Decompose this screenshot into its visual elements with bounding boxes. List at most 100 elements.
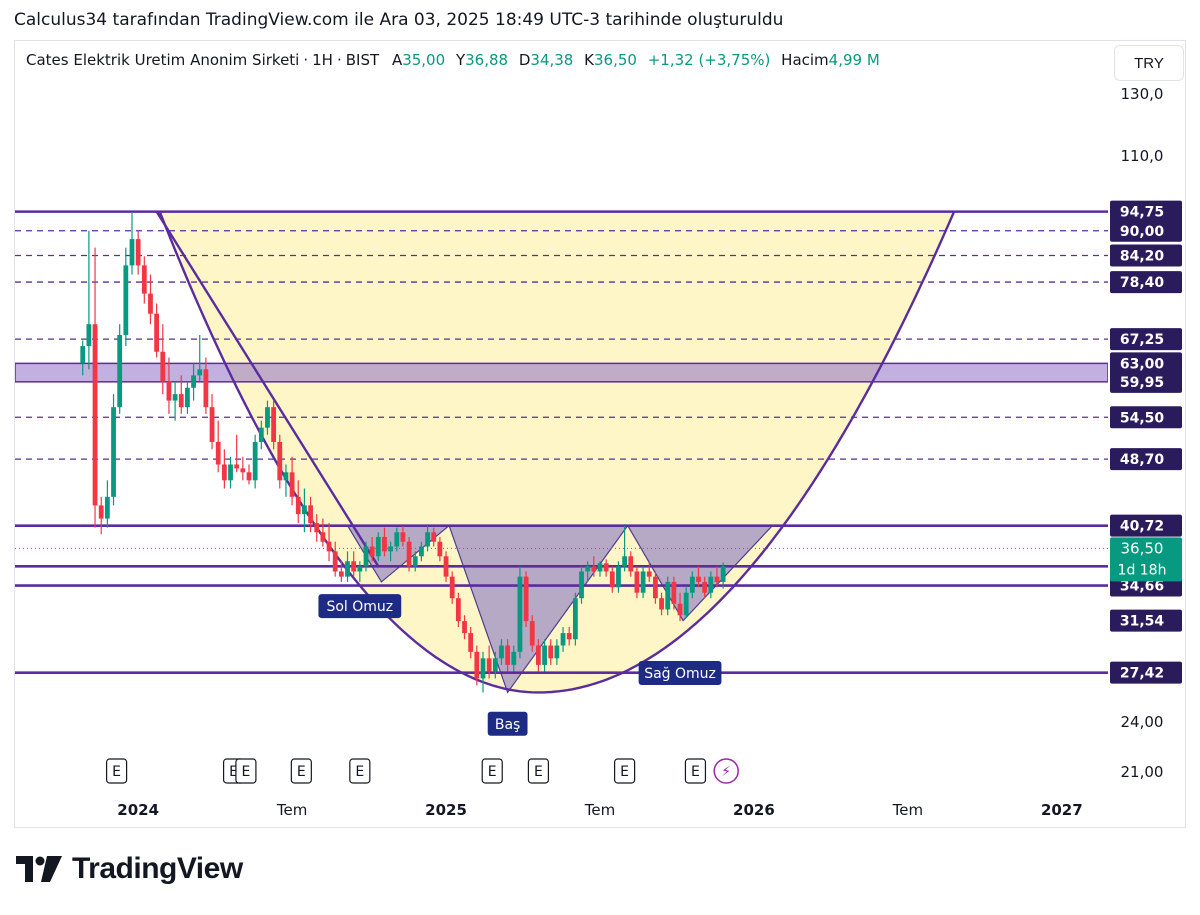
tradingview-logo-icon bbox=[16, 856, 62, 882]
price-label-text: 59,95 bbox=[1120, 375, 1164, 391]
candle-body bbox=[375, 536, 381, 557]
candle-body bbox=[258, 427, 264, 442]
legend-interval[interactable]: 1H bbox=[312, 51, 333, 69]
candle-body bbox=[560, 633, 566, 646]
price-label-bg bbox=[1110, 370, 1182, 393]
earnings-event-icon bbox=[481, 758, 503, 784]
price-label: 67,25 bbox=[1110, 328, 1182, 351]
candle-body bbox=[314, 523, 320, 533]
candle-body bbox=[480, 658, 486, 679]
earnings-event-label: E bbox=[691, 764, 700, 780]
candle-body bbox=[246, 472, 252, 481]
candle-body bbox=[326, 541, 332, 552]
candle-body bbox=[351, 561, 357, 572]
candle-body bbox=[209, 407, 215, 442]
candle-body bbox=[111, 407, 116, 497]
earnings-event-label: E bbox=[297, 764, 306, 780]
price-label: 48,70 bbox=[1110, 448, 1182, 471]
legend-open-key: A bbox=[391, 51, 403, 69]
candle-body bbox=[542, 645, 547, 665]
legend-symbol: Cates Elektrik Uretim Anonim Sirketi bbox=[26, 51, 300, 69]
legend-exchange: BIST bbox=[345, 51, 380, 69]
earnings-event-icon bbox=[290, 758, 312, 784]
tradingview-logo[interactable]: TradingView bbox=[16, 852, 243, 886]
candle-body bbox=[536, 645, 541, 665]
candle-body bbox=[689, 576, 695, 593]
y-axis-tick-label: 110,0 bbox=[1121, 147, 1164, 165]
candle-body bbox=[271, 407, 277, 442]
dividend-event-label: ⚡ bbox=[721, 763, 731, 779]
price-label-text: 31,54 bbox=[1120, 614, 1165, 630]
candle-body bbox=[308, 505, 313, 524]
candle-body bbox=[135, 239, 141, 266]
candle-body bbox=[221, 464, 227, 481]
candle-body bbox=[449, 576, 455, 599]
candle-body bbox=[609, 571, 615, 588]
candle-body bbox=[585, 566, 591, 572]
candle-body bbox=[505, 645, 511, 665]
candle-body bbox=[185, 387, 190, 408]
candle-body bbox=[579, 571, 584, 599]
price-label-bg bbox=[1110, 219, 1182, 242]
currency-button[interactable]: TRY bbox=[1114, 45, 1184, 81]
candle-body bbox=[117, 334, 123, 408]
candle-body bbox=[160, 351, 166, 382]
candle-body bbox=[332, 551, 338, 572]
legend-close-key: K bbox=[584, 51, 594, 69]
candle-body bbox=[702, 581, 708, 593]
pattern-label: Sağ Omuz bbox=[638, 660, 722, 685]
earnings-event-label: E bbox=[488, 764, 497, 780]
candle-body bbox=[622, 556, 628, 567]
legend-open: 35,00 bbox=[402, 51, 446, 69]
last-price-countdown: 1d 18h bbox=[1118, 562, 1167, 578]
price-label-text: 48,70 bbox=[1120, 452, 1165, 468]
candle-body bbox=[228, 464, 233, 481]
candle-body bbox=[696, 576, 701, 582]
price-label-text: 27,42 bbox=[1120, 666, 1164, 682]
price-label: 54,50 bbox=[1110, 406, 1182, 429]
legend-high-key: Y bbox=[455, 51, 466, 69]
candle-body bbox=[653, 576, 658, 599]
earnings-event-icon bbox=[614, 758, 636, 784]
candle-body bbox=[523, 576, 529, 622]
pattern-label-bg bbox=[638, 660, 722, 685]
price-label: 84,20 bbox=[1110, 244, 1182, 267]
price-label: 31,54 bbox=[1110, 609, 1182, 632]
price-label-text: 67,25 bbox=[1120, 332, 1164, 348]
x-axis-tick-label: 2025 bbox=[425, 801, 467, 819]
dividend-event-icon bbox=[713, 758, 739, 784]
earnings-event-icon bbox=[235, 758, 257, 784]
price-label-text: 78,40 bbox=[1120, 275, 1165, 291]
descending-trendline bbox=[155, 210, 380, 567]
legend-low: 34,38 bbox=[530, 51, 574, 69]
y-axis-tick-label: 21,00 bbox=[1121, 763, 1164, 781]
y-axis-tick-label: 24,00 bbox=[1121, 713, 1164, 731]
price-label: 40,72 bbox=[1110, 514, 1182, 537]
candle-body bbox=[720, 566, 726, 582]
candle-body bbox=[178, 394, 184, 408]
price-label: 63,00 bbox=[1110, 352, 1182, 375]
x-axis-tick-label: Tem bbox=[276, 801, 307, 819]
candle-body bbox=[129, 239, 135, 266]
candle-body bbox=[123, 265, 129, 335]
candle-body bbox=[419, 546, 424, 557]
price-label-text: 54,50 bbox=[1120, 410, 1165, 426]
x-axis-tick-label: Tem bbox=[584, 801, 615, 819]
pattern-label: Sol Omuz bbox=[318, 594, 402, 619]
x-axis-tick-label: Tem bbox=[892, 801, 923, 819]
price-label-text: 63,00 bbox=[1120, 356, 1165, 372]
candle-body bbox=[406, 541, 412, 567]
symbol-legend: Cates Elektrik Uretim Anonim Sirketi · 1H ·… bbox=[26, 51, 880, 69]
earnings-event-icon bbox=[349, 758, 371, 784]
price-label-bg bbox=[1110, 271, 1182, 294]
legend-volume-key: Hacim bbox=[781, 51, 829, 69]
x-axis-tick-label: 2024 bbox=[117, 801, 159, 819]
candle-body bbox=[92, 324, 98, 506]
pattern-label-text: Baş bbox=[495, 717, 520, 733]
earnings-event-label: E bbox=[112, 764, 121, 780]
candle-body bbox=[425, 532, 430, 547]
earnings-event-icon bbox=[684, 758, 707, 784]
candle-body bbox=[166, 381, 172, 401]
